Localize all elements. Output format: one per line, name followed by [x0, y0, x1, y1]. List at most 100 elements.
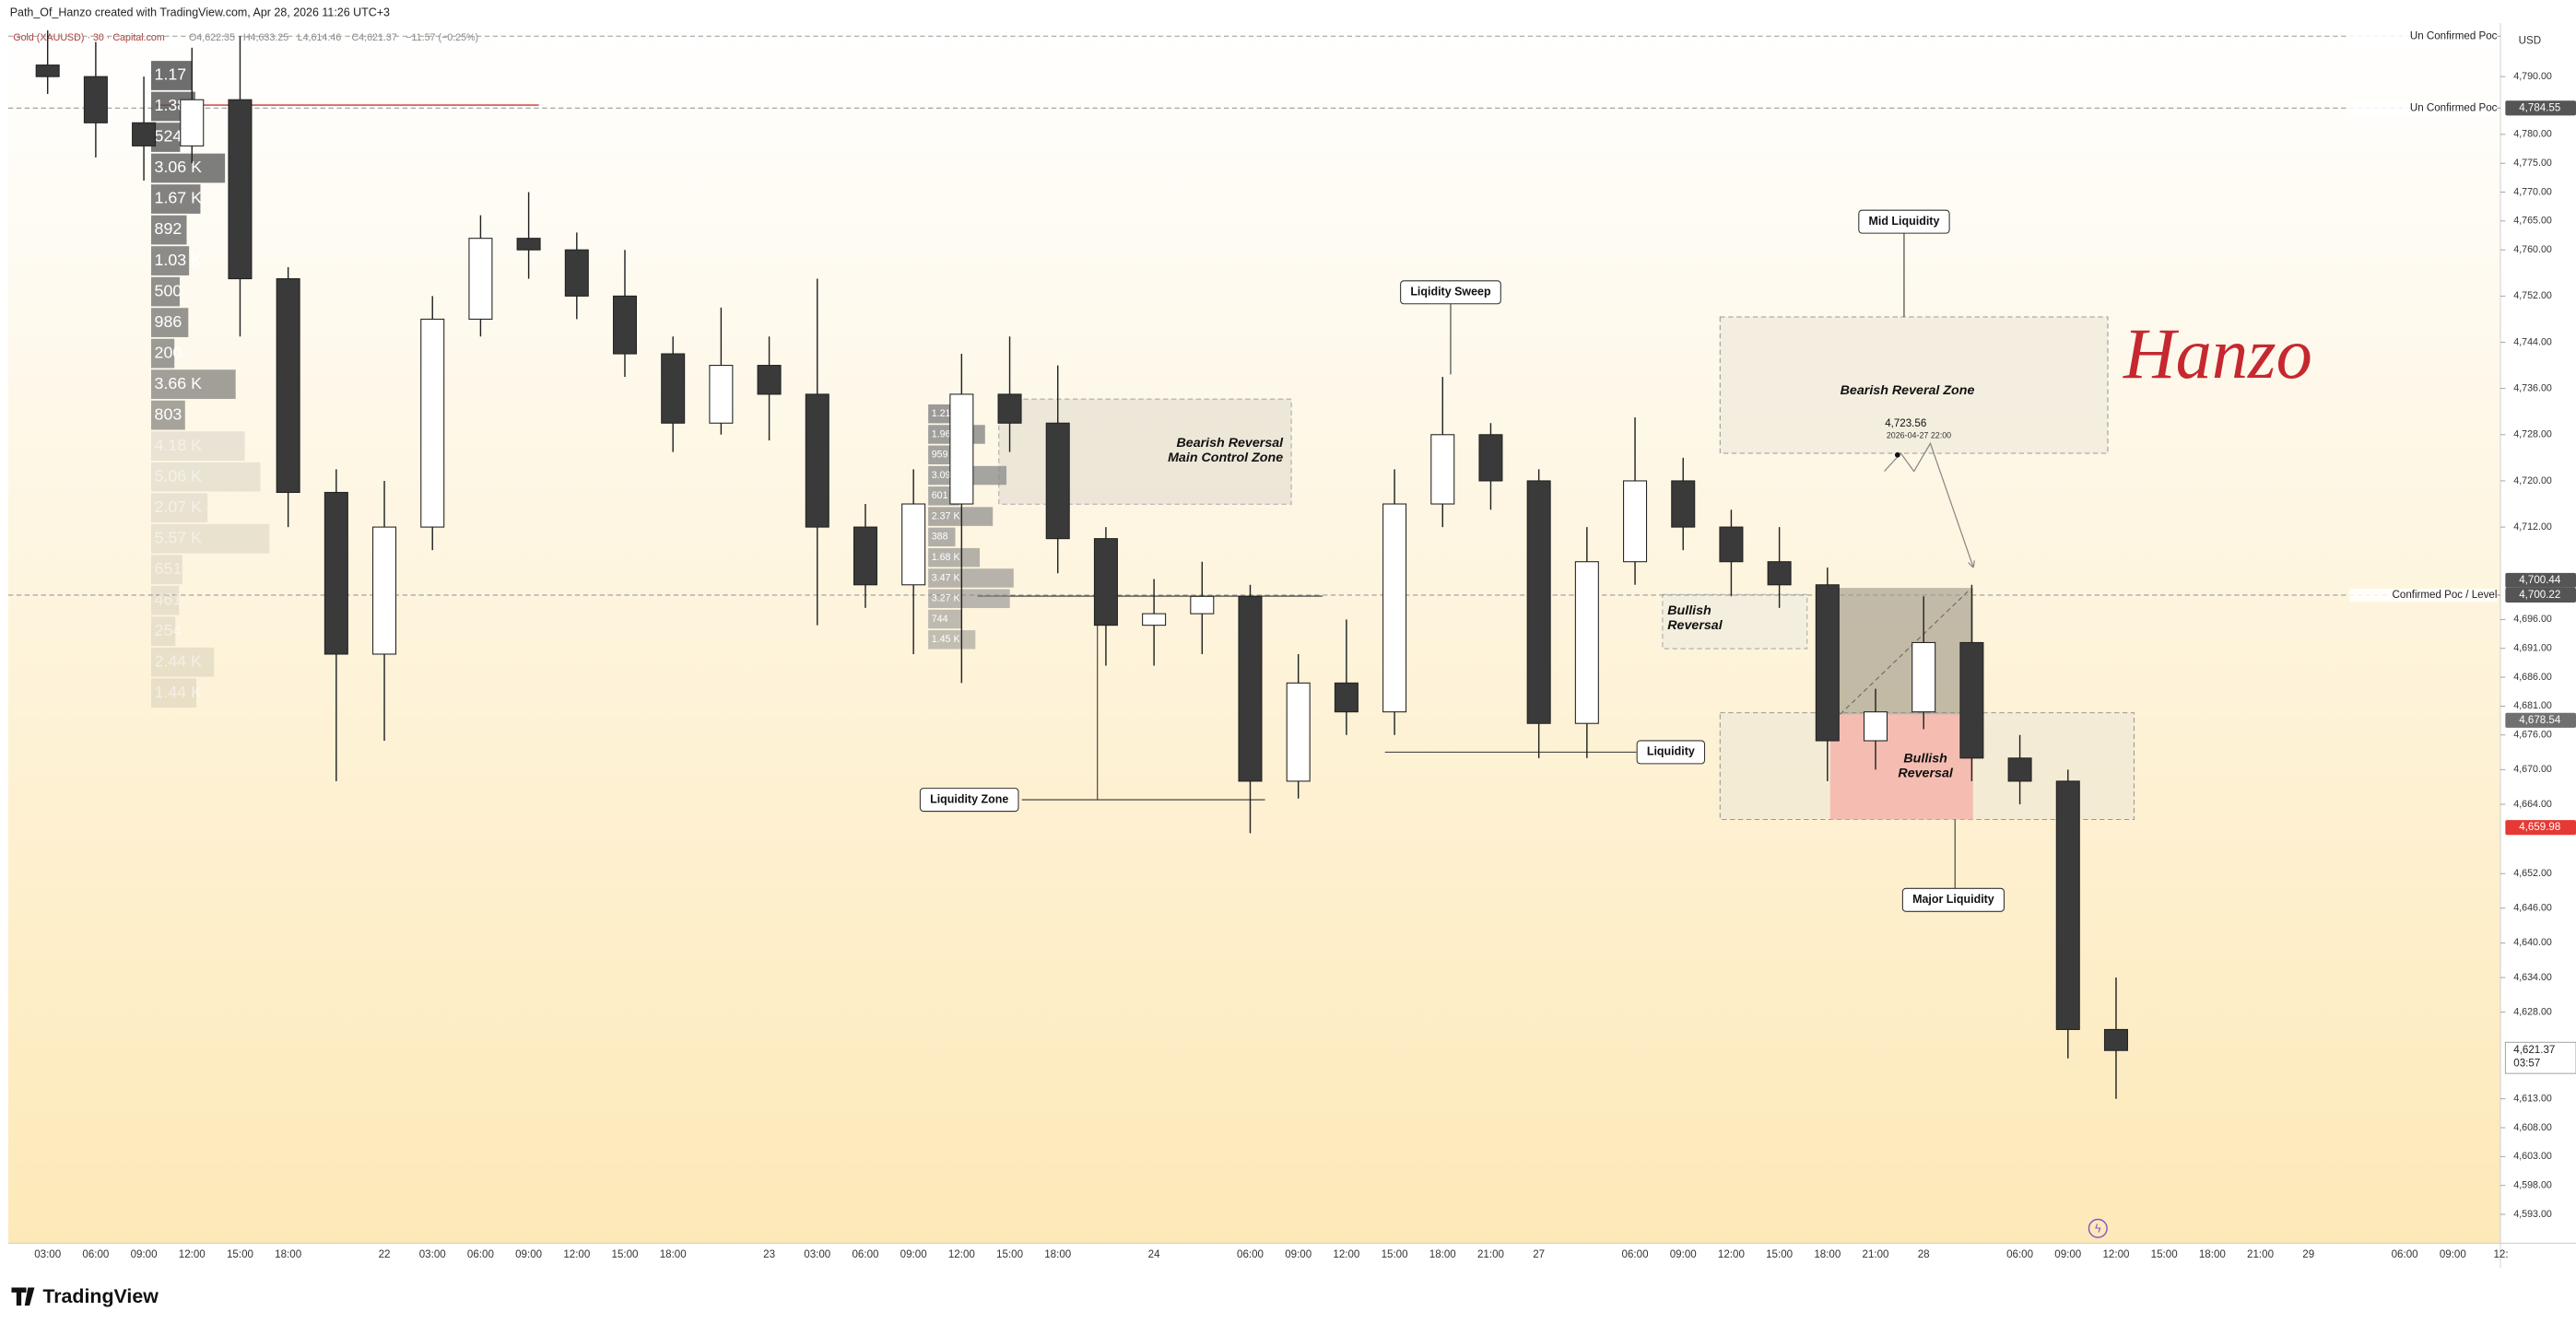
- x-tick-label: 21:00: [1863, 1249, 1889, 1260]
- x-tick-label: 18:00: [275, 1249, 301, 1260]
- x-tick-label: 06:00: [2006, 1249, 2033, 1260]
- x-tick-label: 09:00: [131, 1249, 158, 1260]
- profile-label: 601: [932, 490, 948, 501]
- price-tag-label: 4,659.98: [2519, 822, 2560, 833]
- x-tick-label: 15:00: [996, 1249, 1023, 1260]
- profile-label: 461: [155, 590, 182, 608]
- profile-bar: [150, 585, 180, 615]
- symbol: Gold (XAUUSD) · 30 · Capital.com: [13, 32, 165, 43]
- level-label-bg: [2349, 29, 2498, 43]
- y-tick-label: 4,790.00: [2513, 71, 2552, 82]
- candle-body: [709, 365, 734, 424]
- candle-body: [2103, 1028, 2128, 1051]
- candle-body: [420, 318, 445, 528]
- candle-body: [564, 249, 589, 297]
- profile-label: 892: [155, 219, 182, 238]
- point-time: 2026-04-27 22:00: [1887, 431, 1951, 440]
- x-tick-label: 09:00: [900, 1249, 927, 1260]
- profile-label: 200: [155, 343, 182, 361]
- profile-label: 1.68 K: [932, 552, 961, 563]
- candle-body: [276, 278, 300, 494]
- level-label-bg: [2349, 588, 2498, 603]
- connectors: [156, 104, 1956, 891]
- profile-bar: [150, 462, 261, 492]
- price-tag: [2505, 572, 2576, 588]
- candle-body: [949, 393, 974, 505]
- profile-bar: [150, 523, 270, 554]
- ohlc-high: H4,633.25: [243, 32, 288, 43]
- x-tick-label: 18:00: [1429, 1249, 1456, 1260]
- countdown: 03:57: [2513, 1059, 2540, 1070]
- y-tick-label: 4,686.00: [2513, 672, 2552, 683]
- y-tick-label: 4,691.00: [2513, 643, 2552, 654]
- candle-body: [1623, 480, 1648, 563]
- y-tick-label: 4,775.00: [2513, 158, 2552, 169]
- profile-label: 744: [932, 614, 948, 625]
- signature: Hanzo: [2123, 313, 2312, 393]
- profile-bar: [928, 609, 962, 629]
- callout-label: Liqidity Sweep: [1410, 286, 1491, 299]
- profile-label: 986: [155, 312, 182, 331]
- y-tick-label: 4,640.00: [2513, 937, 2552, 948]
- candle-body: [1093, 538, 1118, 626]
- candle-body: [805, 393, 829, 528]
- y-tick-label: 4,770.00: [2513, 186, 2552, 197]
- x-tick-label: 03:00: [34, 1249, 61, 1260]
- candle-body: [516, 238, 541, 251]
- currency: USD: [2519, 36, 2541, 47]
- y-tick-label: 4,670.00: [2513, 764, 2552, 775]
- x-tick-label: 09:00: [1670, 1249, 1697, 1260]
- candle-body: [2007, 757, 2032, 782]
- price-tag-label: 4,784.55: [2519, 102, 2560, 113]
- price-tag: [2505, 100, 2576, 116]
- x-tick-label: 15:00: [2151, 1249, 2178, 1260]
- profile-bar: [150, 616, 176, 647]
- candle-body: [468, 238, 493, 320]
- candle-body: [1959, 641, 1984, 759]
- projection-path: [1884, 441, 1973, 567]
- profile-bar: [150, 246, 190, 275]
- x-tick-label: 12:00: [2102, 1249, 2129, 1260]
- x-tick-label: 09:00: [515, 1249, 542, 1260]
- profile-bar: [150, 369, 236, 399]
- candle-body: [1767, 561, 1792, 586]
- x-tick-label: 12:00: [179, 1249, 206, 1260]
- profile-label: 1.45 K: [932, 634, 961, 645]
- candle-body: [997, 393, 1022, 424]
- profile-label: 2.37 K: [932, 510, 961, 521]
- profile-bar: [928, 547, 981, 568]
- profile-label: 651: [155, 559, 182, 578]
- profile-label: 3.27 K: [932, 593, 961, 604]
- profile-bar: [928, 527, 956, 547]
- profile-bar: [150, 555, 182, 585]
- profile-bar: [150, 276, 180, 307]
- x-tick-label: 21:00: [1477, 1249, 1504, 1260]
- point-price: 4,723.56: [1885, 418, 1926, 429]
- candle-body: [1863, 711, 1888, 742]
- y-tick-label: 4,736.00: [2513, 382, 2552, 393]
- point-dot: [1894, 451, 1900, 458]
- profile-label: 4.18 K: [155, 436, 203, 454]
- x-tick-label: 15:00: [227, 1249, 253, 1260]
- y-tick-label: 4,744.00: [2513, 336, 2552, 347]
- candle-body: [1719, 526, 1744, 563]
- profile-bar: [150, 61, 192, 90]
- callout-box: [919, 788, 1019, 813]
- x-tick-label: 09:00: [1285, 1249, 1312, 1260]
- profile-bar: [150, 184, 201, 214]
- candle-body: [1815, 584, 1840, 742]
- candle-body: [661, 353, 686, 424]
- candle-body: [323, 491, 348, 655]
- x-tick-label: 12:00: [948, 1249, 975, 1260]
- y-tick-label: 4,681.00: [2513, 700, 2552, 711]
- x-tick-label: 06:00: [82, 1249, 109, 1260]
- y-tick-label: 4,593.00: [2513, 1209, 2552, 1220]
- zone-label: Main Control Zone: [1168, 451, 1283, 465]
- candle-body: [1382, 503, 1407, 713]
- y-tick-label: 4,760.00: [2513, 244, 2552, 255]
- x-tick-label: 09:00: [2054, 1249, 2081, 1260]
- candle-body: [2055, 780, 2080, 1030]
- profile-bar: [150, 215, 187, 245]
- y-tick-label: 4,634.00: [2513, 972, 2552, 983]
- profile-bar: [150, 400, 185, 430]
